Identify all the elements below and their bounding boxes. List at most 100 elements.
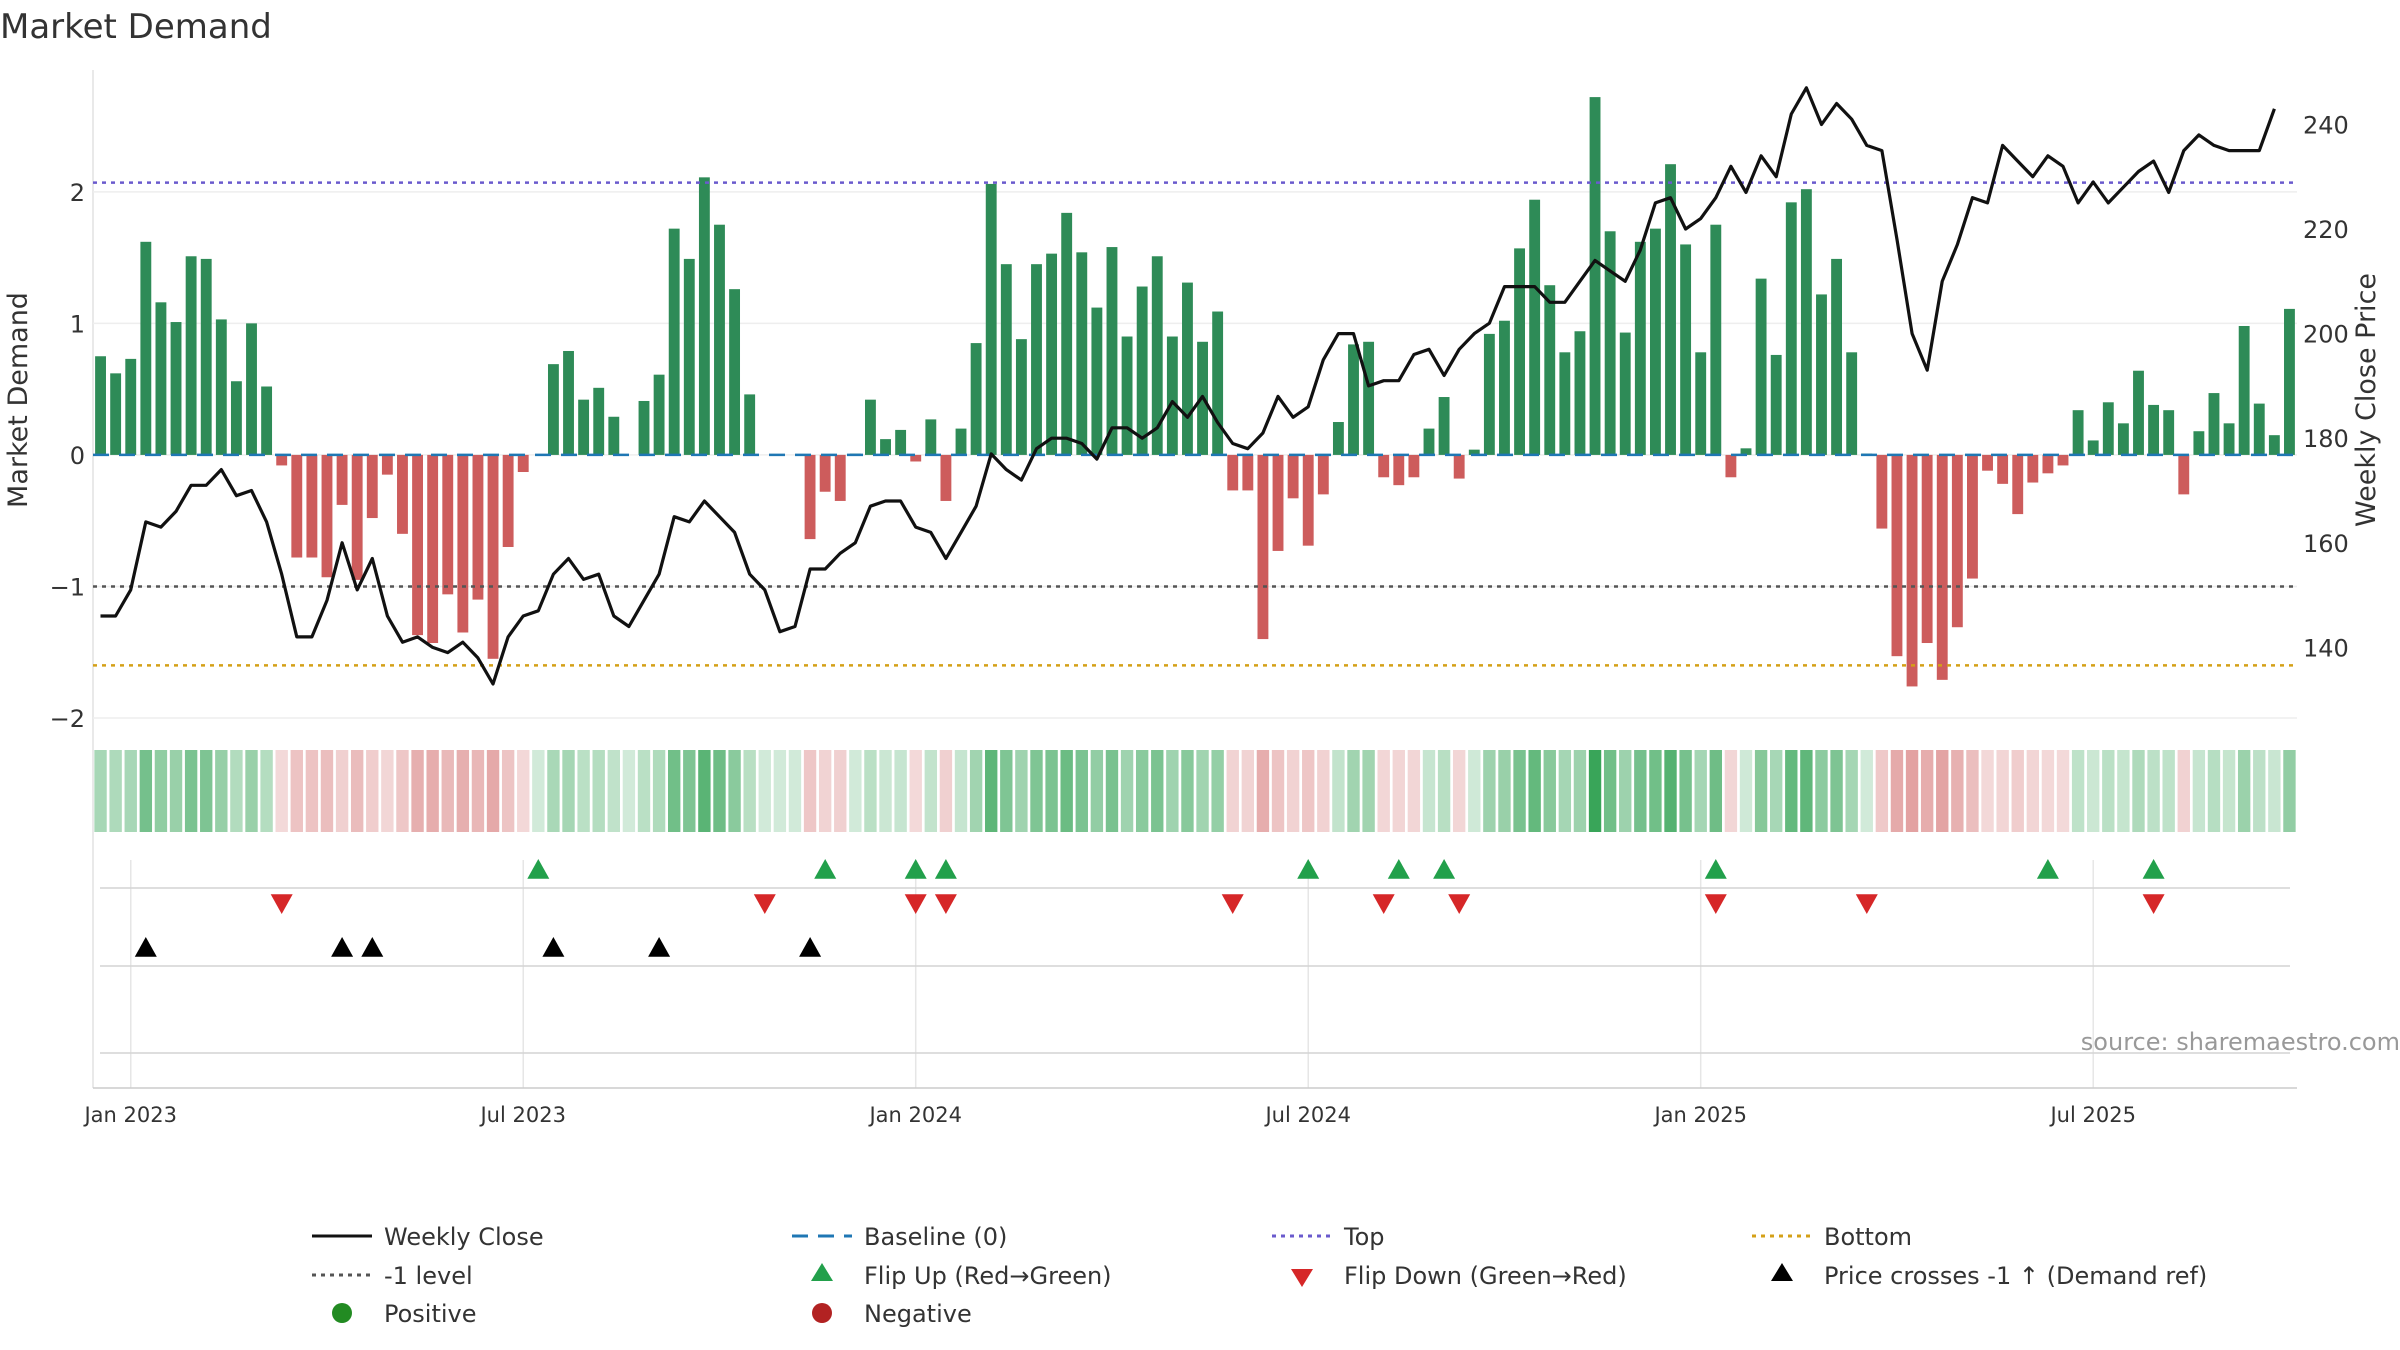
heat-cell	[894, 750, 907, 832]
demand-bar-negative	[2012, 454, 2024, 515]
heat-cell	[1905, 750, 1919, 832]
demand-bar-negative	[1997, 454, 2009, 484]
heat-cell	[773, 750, 787, 832]
demand-bar-positive	[246, 323, 257, 455]
heat-cell	[1709, 750, 1722, 832]
demand-bar-positive	[653, 374, 665, 455]
demand-bar-negative	[2042, 454, 2054, 474]
heat-cell	[1166, 750, 1179, 832]
heat-cell	[879, 750, 892, 832]
heat-cell	[1468, 750, 1481, 832]
x-tick-label: Jan 2024	[867, 1103, 962, 1127]
demand-bar-positive	[95, 356, 106, 455]
heat-cell	[1800, 750, 1813, 832]
demand-bar-positive	[125, 358, 137, 455]
heat-cell	[426, 750, 439, 832]
demand-bar-negative	[1227, 454, 1239, 491]
demand-bar-negative	[1408, 454, 1420, 478]
legend-weekly-close: Weekly Close	[312, 1223, 544, 1251]
demand-bar-positive	[1559, 352, 1571, 455]
legend-negative-label: Negative	[864, 1300, 972, 1328]
x-tick-label: Jan 2023	[82, 1103, 177, 1127]
heat-cell	[2253, 750, 2266, 832]
heat-cell	[1422, 750, 1436, 832]
flip-up-marker	[1433, 859, 1456, 879]
heat-cell	[320, 750, 334, 832]
heat-cell	[1075, 750, 1088, 832]
heat-cell	[501, 750, 515, 832]
demand-bar-negative	[442, 454, 454, 595]
demand-bar-positive	[1000, 264, 1012, 455]
heat-cell	[1286, 750, 1300, 832]
heat-cell	[1015, 750, 1028, 832]
heat-cell	[275, 750, 288, 832]
demand-bar-negative	[397, 454, 408, 534]
demand-bar-negative	[412, 454, 423, 636]
demand-bar-negative	[351, 454, 363, 580]
legend-positive: Positive	[332, 1300, 477, 1328]
legend-flip-up-label: Flip Up (Red→Green)	[864, 1262, 1112, 1290]
heat-cell	[1543, 750, 1556, 832]
demand-bar-positive	[578, 399, 590, 455]
heat-cell	[1845, 750, 1858, 832]
legend-negative-swatch	[812, 1303, 832, 1323]
legend-baseline: Baseline (0)	[792, 1223, 1007, 1251]
heat-cell	[1135, 750, 1149, 832]
heat-cell	[1573, 750, 1587, 832]
x-tick-label: Jul 2023	[478, 1103, 565, 1127]
demand-bar-positive	[1121, 336, 1133, 455]
demand-bar-positive	[563, 350, 574, 455]
demand-bar-positive	[970, 343, 982, 455]
heat-cell	[803, 750, 817, 832]
heat-cell	[215, 750, 228, 832]
demand-bar-negative	[321, 454, 333, 578]
flip-up-marker	[1704, 859, 1727, 879]
price-cross-marker	[648, 937, 671, 957]
demand-bar-negative	[1453, 454, 1465, 479]
heat-cell	[577, 750, 590, 832]
demand-bar-positive	[668, 228, 680, 455]
heat-cell	[1634, 750, 1647, 832]
heat-cell	[2102, 750, 2115, 832]
heat-cell	[1317, 750, 1330, 832]
heat-cell	[1739, 750, 1753, 832]
heat-cell	[1030, 750, 1043, 832]
demand-bar-negative	[306, 454, 318, 558]
demand-bar-negative	[1378, 454, 1390, 478]
heat-cell	[1694, 750, 1707, 832]
heat-cell	[2026, 750, 2040, 832]
demand-bar-positive	[1755, 278, 1767, 455]
price-cross-marker	[361, 937, 384, 957]
demand-bar-positive	[1061, 212, 1073, 455]
demand-bar-negative	[1982, 454, 1993, 471]
heat-cell	[547, 750, 560, 832]
demand-bar-negative	[502, 454, 514, 547]
demand-bar-positive	[714, 224, 725, 455]
reference-lines	[93, 181, 2297, 667]
demand-bar-negative	[336, 454, 348, 505]
demand-bar-negative	[1393, 454, 1405, 486]
flip-down-marker	[1855, 894, 1878, 914]
y2-tick-label: 220	[2303, 216, 2349, 244]
legend-top: Top	[1272, 1223, 1385, 1251]
demand-bar-positive	[1831, 258, 1843, 455]
demand-bar-positive	[1665, 164, 1676, 455]
demand-bar-negative	[2027, 454, 2039, 483]
heat-cell	[743, 750, 756, 832]
y-tick-label: 1	[70, 310, 85, 338]
demand-bar-positive	[140, 241, 152, 455]
legend-minus-one-label: -1 level	[384, 1262, 473, 1290]
heat-cell	[396, 750, 409, 832]
heat-cell	[305, 750, 319, 832]
legend-flip-up-swatch	[811, 1263, 833, 1281]
demand-bar-positive	[1468, 449, 1480, 455]
x-tick-label: Jul 2025	[2048, 1103, 2135, 1127]
flip-down-marker	[1372, 894, 1395, 914]
demand-bar-negative	[472, 454, 484, 600]
demand-bar-negative	[517, 454, 529, 473]
demand-bar-positive	[1544, 285, 1556, 455]
demand-bar-positive	[1106, 247, 1118, 455]
demand-bar-negative	[366, 454, 378, 519]
legend-price-cross: Price crosses -1 ↑ (Demand ref)	[1771, 1262, 2207, 1290]
flip-up-marker	[814, 859, 837, 879]
